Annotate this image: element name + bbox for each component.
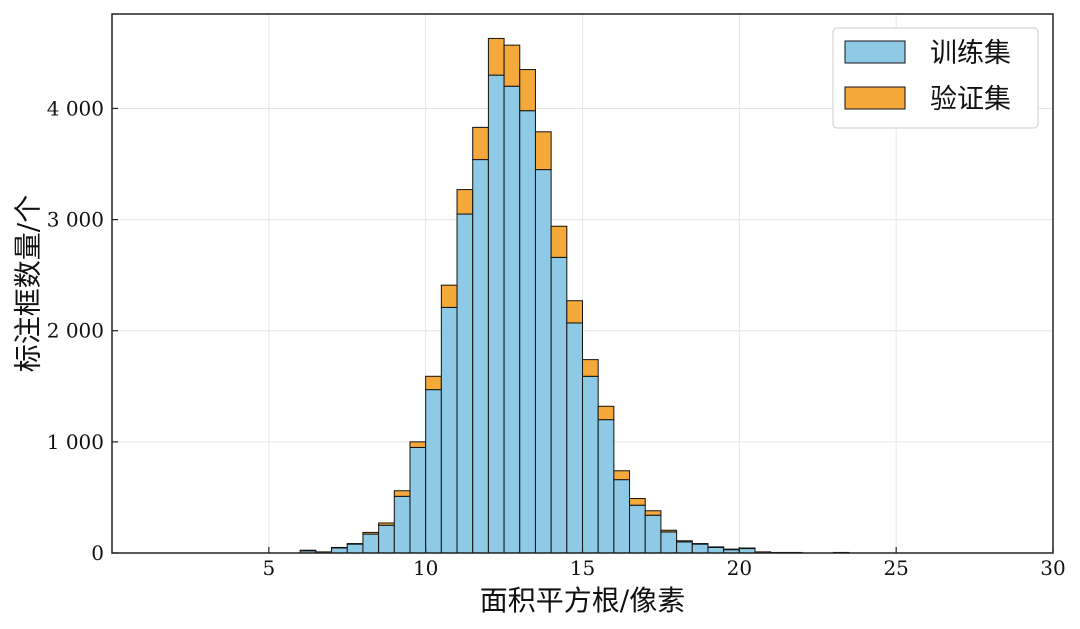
bar-train <box>629 504 646 554</box>
y-tick-label: 2 000 <box>47 319 104 343</box>
x-tick-label: 25 <box>883 556 908 580</box>
bar-train <box>644 514 662 554</box>
bar-train <box>676 541 693 554</box>
bar-val <box>409 441 427 448</box>
bar-val <box>346 543 364 545</box>
bar-train <box>550 256 568 554</box>
bar-train <box>519 110 536 554</box>
y-axis-title: 标注框数量/个 <box>12 195 45 372</box>
bar-val <box>613 470 631 481</box>
bar-val <box>566 300 583 324</box>
x-tick-label: 5 <box>262 556 275 580</box>
bar-val <box>582 359 599 377</box>
x-tick-label: 15 <box>570 556 595 580</box>
bar-train <box>691 543 709 554</box>
bar-train <box>582 375 599 554</box>
bar-val <box>597 405 615 421</box>
y-axis-ticks: 0 1 000 2 000 3 000 4 000 <box>47 96 118 565</box>
bar-val <box>644 510 662 516</box>
bar-val <box>472 126 489 161</box>
bar-val <box>534 131 552 171</box>
bar-train <box>362 533 380 554</box>
bar-train <box>425 389 442 554</box>
bar-val <box>629 498 646 506</box>
bar-val <box>519 69 536 112</box>
bar-val <box>331 546 348 549</box>
bar-val <box>707 546 725 548</box>
legend-swatch-train <box>844 40 906 64</box>
y-tick-label: 1 000 <box>47 430 104 454</box>
bar-train <box>660 531 678 554</box>
bar-train <box>566 322 583 554</box>
bar-train <box>440 306 458 554</box>
bar-val <box>425 375 442 391</box>
x-axis-ticks: 5 10 15 20 25 30 <box>262 547 1066 580</box>
histogram-bars <box>299 37 850 554</box>
bar-val <box>738 547 756 550</box>
bar-train <box>409 446 427 554</box>
bar-train <box>472 159 489 554</box>
x-axis-title: 面积平方根/像素 <box>480 584 685 617</box>
bar-val <box>676 540 693 543</box>
x-tick-label: 20 <box>727 556 752 580</box>
bar-val <box>362 531 380 535</box>
bar-train <box>393 495 411 554</box>
bar-train <box>597 419 615 554</box>
bar-val <box>487 37 505 76</box>
bar-train <box>503 85 521 554</box>
bar-val <box>503 44 521 87</box>
bar-val <box>393 490 411 497</box>
bar-train <box>331 547 348 554</box>
bar-train <box>487 74 505 554</box>
bar-val <box>723 548 740 551</box>
bar-train <box>378 524 395 554</box>
legend: 训练集 验证集 <box>832 27 1039 129</box>
bar-train <box>613 479 631 554</box>
bar-val <box>440 284 458 308</box>
bar-val <box>550 225 568 258</box>
bar-val <box>299 549 317 552</box>
y-tick-label: 4 000 <box>47 96 104 120</box>
bar-train <box>456 213 474 554</box>
legend-label-val: 验证集 <box>930 84 1011 115</box>
y-tick-label: 0 <box>91 541 104 565</box>
x-tick-label: 30 <box>1040 556 1065 580</box>
y-tick-label: 3 000 <box>47 208 104 232</box>
bar-train <box>707 546 725 554</box>
bar-val <box>456 189 474 215</box>
legend-swatch-val <box>844 86 906 110</box>
legend-label-train: 训练集 <box>930 38 1011 69</box>
bar-val <box>660 529 678 533</box>
bar-train <box>534 169 552 554</box>
bar-val <box>378 522 395 526</box>
x-tick-label: 10 <box>413 556 438 580</box>
bar-val <box>691 543 709 545</box>
bar-train <box>346 543 364 554</box>
